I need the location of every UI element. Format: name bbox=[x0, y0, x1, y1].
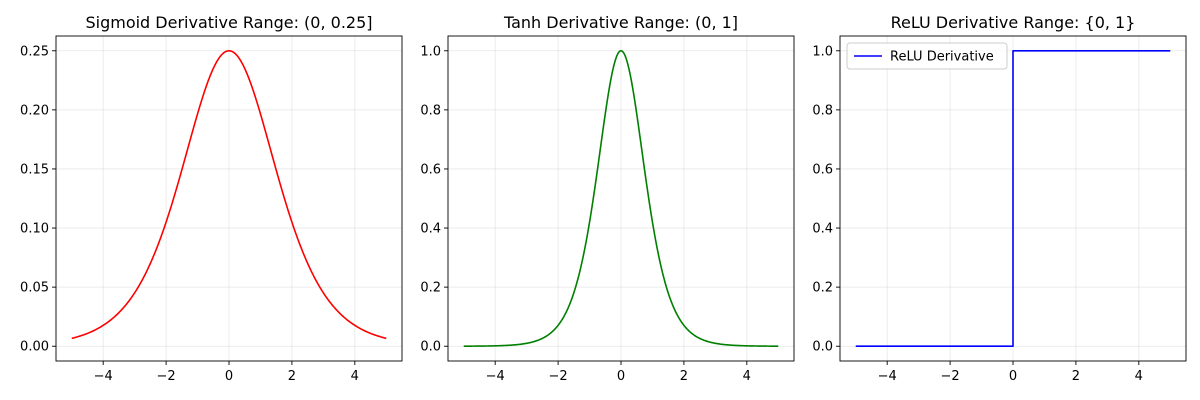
x-tick-label: −2 bbox=[941, 369, 960, 384]
y-tick-label: 0.05 bbox=[20, 281, 49, 296]
subplot-3: −4 −2 0 2 4 0.0 0.2 0.4 0.6 0.8 1.0 ReLU Derivative… bbox=[812, 13, 1187, 384]
x-tick-label: 2 bbox=[680, 369, 688, 384]
legend-label: ReLU Derivative bbox=[890, 50, 994, 65]
y-tick-label: 0.6 bbox=[420, 162, 441, 177]
y-tick-label: 0.2 bbox=[420, 281, 441, 296]
y-tick-label: 1.0 bbox=[420, 44, 441, 59]
plot-area bbox=[56, 36, 402, 361]
y-tick-label: 0.6 bbox=[812, 162, 833, 177]
y-tick-label: 0.15 bbox=[20, 162, 49, 177]
series-line bbox=[71, 49, 387, 340]
legend-box bbox=[846, 42, 1008, 70]
x-tick-label: 4 bbox=[1135, 369, 1143, 384]
subplot-1: −4 −2 0 2 4 0.00 0.05 0.10 0.15 0.20 0.25 Sigmoid D… bbox=[20, 13, 403, 384]
x-tick-label: 0 bbox=[1009, 369, 1017, 384]
y-tick-label: 0.25 bbox=[20, 44, 49, 59]
x-tick-label: −4 bbox=[878, 369, 897, 384]
x-tick-label: 2 bbox=[288, 369, 296, 384]
x-tick-label: 0 bbox=[225, 369, 233, 384]
subplot-title: Sigmoid Derivative Range: (0, 0.25] bbox=[85, 13, 372, 32]
x-tick-label: 0 bbox=[617, 369, 625, 384]
y-tick-label: 1.0 bbox=[812, 44, 833, 59]
subplot-title: Tanh Derivative Range: (0, 1] bbox=[503, 13, 738, 32]
y-tick-label: 0.4 bbox=[812, 222, 833, 237]
y-tick-label: 0.0 bbox=[812, 340, 833, 355]
subplot-title: ReLU Derivative Range: {0, 1} bbox=[891, 13, 1136, 32]
x-tick-label: 4 bbox=[351, 369, 359, 384]
y-tick-label: 0.20 bbox=[20, 103, 49, 118]
series-line bbox=[463, 49, 779, 347]
x-tick-label: −2 bbox=[157, 369, 176, 384]
plot-area bbox=[448, 36, 794, 361]
y-tick-label: 0.0 bbox=[420, 340, 441, 355]
y-tick-label: 0.8 bbox=[420, 103, 441, 118]
x-tick-label: 2 bbox=[1072, 369, 1080, 384]
x-tick-label: −2 bbox=[549, 369, 568, 384]
y-tick-label: 0.2 bbox=[812, 281, 833, 296]
y-tick-label: 0.4 bbox=[420, 222, 441, 237]
y-tick-label: 0.10 bbox=[20, 222, 49, 237]
y-tick-label: 0.8 bbox=[812, 103, 833, 118]
subplot-2: −4 −2 0 2 4 0.0 0.2 0.4 0.6 0.8 1.0 Tanh Derivative… bbox=[420, 13, 795, 384]
x-tick-label: −4 bbox=[94, 369, 113, 384]
x-tick-label: 4 bbox=[743, 369, 751, 384]
x-tick-label: −4 bbox=[486, 369, 505, 384]
y-tick-label: 0.00 bbox=[20, 340, 49, 355]
legend: ReLU Derivative bbox=[846, 42, 1008, 70]
series-line bbox=[855, 49, 1171, 348]
